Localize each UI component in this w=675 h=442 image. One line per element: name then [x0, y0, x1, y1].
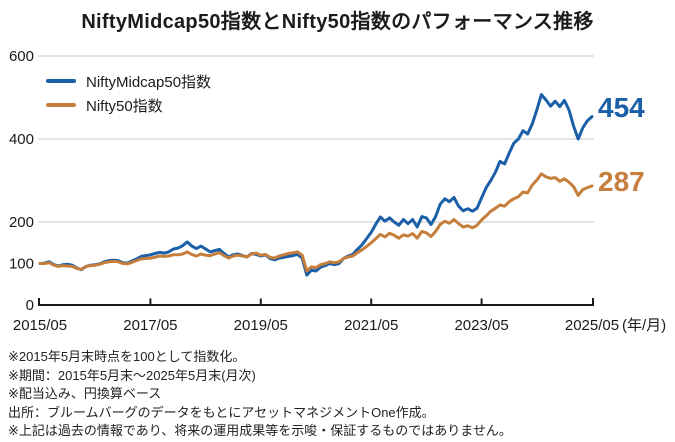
y-axis-labels: 0 100 200 400 600	[9, 48, 34, 314]
footnote-line: ※2015年5月末時点を100として指数化。	[8, 349, 246, 364]
series-line-nifty50	[38, 172, 594, 273]
svg-text:400: 400	[9, 131, 34, 148]
chart-legend: NiftyMidcap50指数 Nifty50指数	[46, 69, 211, 117]
legend-item-nifty50: Nifty50指数	[46, 93, 211, 117]
svg-text:2019/05: 2019/05	[234, 317, 288, 334]
svg-text:2023/05: 2023/05	[454, 317, 508, 334]
legend-label: Nifty50指数	[86, 97, 163, 115]
footnote-line: ※上記は過去の情報であり、将来の運用成果等を示唆・保証するものではありません。	[8, 423, 512, 438]
x-axis	[38, 298, 594, 306]
legend-label: NiftyMidcap50指数	[86, 73, 212, 91]
footnotes-block: ※2015年5月末時点を100として指数化。 ※期間：2015年5月末～2025…	[8, 348, 668, 441]
series-line-niftymidcap50	[38, 93, 594, 277]
footnote-line: ※配当込み、円換算ベース	[8, 386, 162, 401]
end-value-label-nifty50: 287	[598, 166, 645, 197]
gridlines	[38, 55, 594, 223]
svg-text:200: 200	[9, 214, 34, 231]
footnote-line: ※期間：2015年5月末～2025年5月末(月次)	[8, 367, 256, 383]
x-axis-unit-label: (年/月)	[622, 317, 666, 334]
legend-line-swatch-orange	[46, 103, 76, 107]
chart-title: NiftyMidcap50指数とNifty50指数のパフォーマンス推移	[81, 11, 594, 33]
legend-item-niftymidcap50: NiftyMidcap50指数	[46, 69, 211, 93]
svg-text:2025/05: 2025/05	[565, 317, 619, 334]
svg-text:2015/05: 2015/05	[13, 317, 67, 334]
svg-text:2021/05: 2021/05	[344, 317, 398, 334]
svg-text:600: 600	[9, 48, 34, 65]
x-axis-labels: 2015/05 2017/05 2019/05 2021/05 2023/05 2025/…	[13, 317, 666, 334]
legend-line-swatch-blue	[46, 79, 76, 83]
end-value-label-niftymidcap50: 454	[598, 92, 645, 123]
svg-text:100: 100	[9, 256, 34, 273]
footnote-line: 出所：ブルームバーグのデータをもとにアセットマネジメントOne作成。	[8, 404, 435, 420]
svg-text:0: 0	[26, 297, 34, 314]
svg-text:2017/05: 2017/05	[123, 317, 177, 334]
